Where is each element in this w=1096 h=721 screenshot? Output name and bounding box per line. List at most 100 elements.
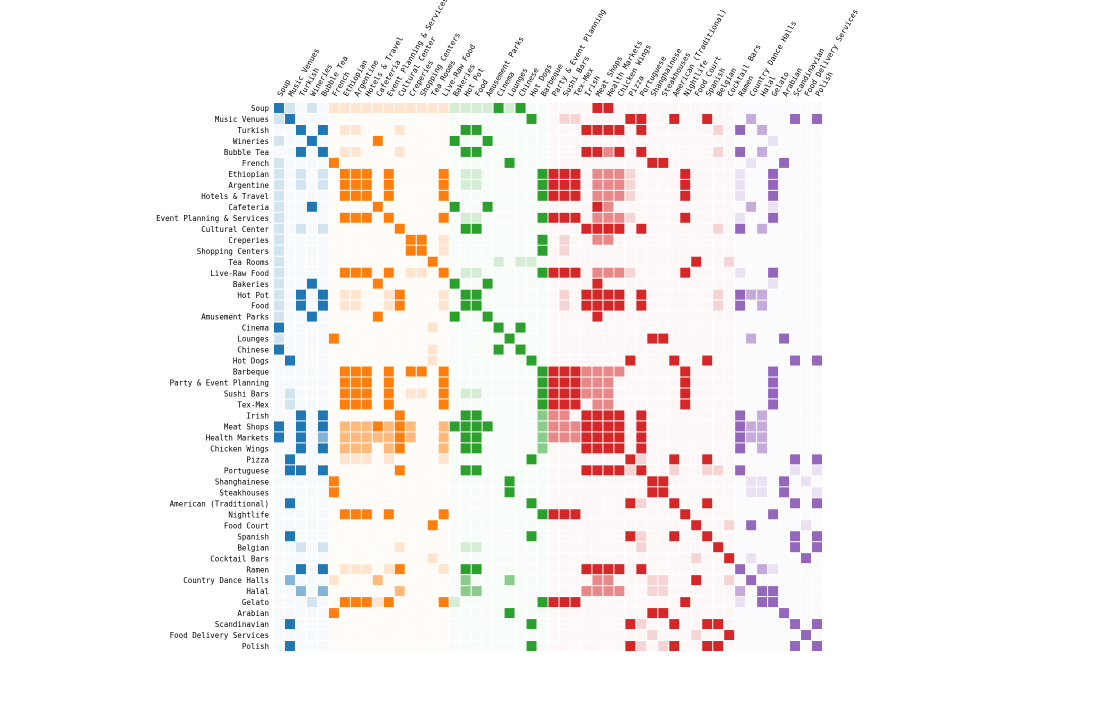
matrix-cell xyxy=(559,399,570,410)
matrix-cell xyxy=(658,256,669,267)
matrix-cell xyxy=(493,179,504,190)
matrix-cell xyxy=(779,113,790,124)
matrix-cell xyxy=(658,487,669,498)
matrix-cell xyxy=(339,564,350,575)
matrix-cell xyxy=(647,113,658,124)
matrix-cell xyxy=(614,564,625,575)
matrix-cell xyxy=(515,245,526,256)
matrix-cell xyxy=(526,124,537,135)
matrix-cell xyxy=(658,322,669,333)
matrix-cell xyxy=(306,267,317,278)
matrix-cell xyxy=(405,234,416,245)
matrix-cell xyxy=(471,608,482,619)
matrix-cell xyxy=(427,289,438,300)
matrix-cell xyxy=(339,443,350,454)
matrix-cell xyxy=(449,465,460,476)
matrix-cell xyxy=(812,531,822,542)
matrix-cell xyxy=(713,113,724,124)
matrix-cell xyxy=(482,157,493,168)
matrix-cell xyxy=(702,146,713,157)
matrix-cell xyxy=(636,300,647,311)
matrix-cell xyxy=(548,311,559,322)
matrix-cell xyxy=(361,267,372,278)
matrix-cell xyxy=(658,531,669,542)
matrix-cell xyxy=(427,465,438,476)
matrix-cell xyxy=(647,487,658,498)
matrix-cell xyxy=(570,388,581,399)
matrix-cell xyxy=(680,179,691,190)
matrix-cell xyxy=(306,509,317,520)
matrix-cell xyxy=(394,421,405,432)
matrix-cell xyxy=(581,245,592,256)
matrix-cell xyxy=(405,575,416,586)
matrix-cell xyxy=(372,509,383,520)
matrix-cell xyxy=(625,311,636,322)
matrix-cell xyxy=(702,212,713,223)
matrix-cell xyxy=(636,542,647,553)
matrix-cell xyxy=(581,443,592,454)
matrix-cell xyxy=(526,509,537,520)
matrix-cell xyxy=(812,564,822,575)
matrix-cell xyxy=(625,520,636,531)
matrix-cell xyxy=(559,641,570,651)
matrix-cell xyxy=(746,575,757,586)
matrix-cell xyxy=(350,168,361,179)
matrix-cell xyxy=(394,278,405,289)
matrix-cell xyxy=(647,608,658,619)
matrix-cell xyxy=(713,234,724,245)
matrix-cell xyxy=(592,190,603,201)
matrix-cell xyxy=(460,531,471,542)
matrix-cell xyxy=(460,498,471,509)
matrix-cell xyxy=(592,113,603,124)
matrix-cell xyxy=(284,487,295,498)
matrix-cell xyxy=(603,256,614,267)
matrix-cell xyxy=(438,289,449,300)
matrix-cell xyxy=(559,377,570,388)
matrix-cell xyxy=(460,201,471,212)
matrix-cell xyxy=(493,190,504,201)
matrix-cell xyxy=(779,201,790,212)
matrix-cell xyxy=(438,103,449,113)
matrix-cell xyxy=(702,135,713,146)
matrix-cell xyxy=(548,113,559,124)
matrix-cell xyxy=(713,630,724,641)
matrix-cell xyxy=(317,498,328,509)
matrix-cell xyxy=(350,311,361,322)
matrix-cell xyxy=(526,597,537,608)
row-label: Argentine xyxy=(228,181,269,190)
matrix-cell xyxy=(537,113,548,124)
matrix-cell xyxy=(295,542,306,553)
matrix-cell xyxy=(383,300,394,311)
matrix-cell xyxy=(350,608,361,619)
matrix-cell xyxy=(768,190,779,201)
matrix-cell xyxy=(317,421,328,432)
matrix-cell xyxy=(636,366,647,377)
matrix-cell xyxy=(504,212,515,223)
matrix-cell xyxy=(658,146,669,157)
matrix-cell xyxy=(350,575,361,586)
matrix-cell xyxy=(416,135,427,146)
matrix-cell xyxy=(504,355,515,366)
matrix-cell xyxy=(702,190,713,201)
matrix-cell xyxy=(647,542,658,553)
matrix-cell xyxy=(614,168,625,179)
matrix-cell xyxy=(306,190,317,201)
matrix-cell xyxy=(581,377,592,388)
matrix-cell xyxy=(449,135,460,146)
matrix-cell xyxy=(713,388,724,399)
matrix-cell xyxy=(317,366,328,377)
matrix-cell xyxy=(416,289,427,300)
matrix-cell xyxy=(504,630,515,641)
matrix-cell xyxy=(702,179,713,190)
matrix-cell xyxy=(515,410,526,421)
matrix-cell xyxy=(328,355,339,366)
matrix-cell xyxy=(581,531,592,542)
matrix-cell xyxy=(274,234,284,245)
matrix-cell xyxy=(471,234,482,245)
matrix-cell xyxy=(603,377,614,388)
matrix-cell xyxy=(416,124,427,135)
matrix-cell xyxy=(603,553,614,564)
matrix-cell xyxy=(636,630,647,641)
matrix-cell xyxy=(647,168,658,179)
matrix-cell xyxy=(284,168,295,179)
